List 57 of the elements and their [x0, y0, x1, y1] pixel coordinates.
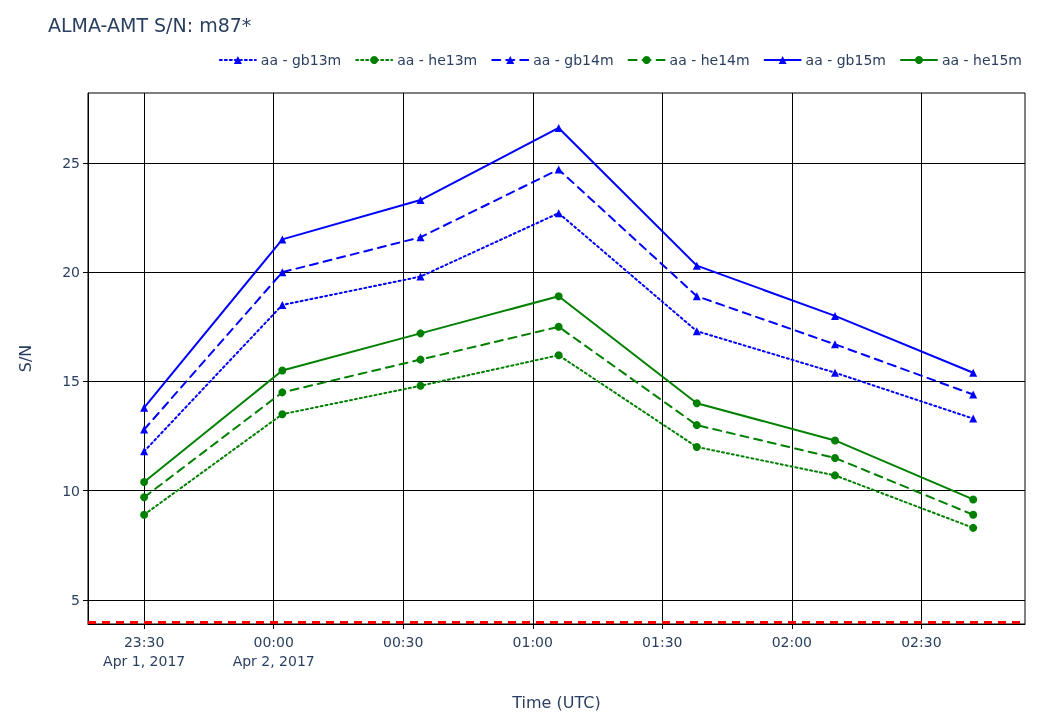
point [416, 355, 425, 364]
point [140, 425, 149, 434]
y-tick-label: 5 [71, 591, 80, 608]
legend-label: aa - gb13m [260, 52, 342, 68]
point [554, 322, 563, 331]
point [692, 261, 701, 270]
point [278, 366, 287, 375]
point [140, 493, 149, 502]
point [416, 329, 425, 338]
point [554, 123, 563, 132]
y-tick-label: 20 [62, 264, 80, 281]
x-tick-label: 00:00 Apr 2, 2017 [232, 633, 315, 669]
x-tick-label: 01:00 [512, 633, 553, 650]
legend-label: aa - he14m [669, 52, 750, 68]
legend-label: aa - gb14m [533, 52, 614, 68]
point [278, 300, 287, 309]
y-tick-label: 25 [62, 154, 80, 171]
x-tick-label: 02:00 [771, 633, 813, 650]
point [692, 443, 701, 451]
x-tick-label: 01:30 [642, 633, 683, 650]
x-tick-label: 00:30 [383, 633, 424, 650]
y-tick-label: 10 [62, 482, 80, 499]
point [831, 368, 840, 377]
point [692, 421, 701, 430]
y-axis-title: S/N [15, 344, 35, 373]
legend-label: aa - gb15m [805, 52, 886, 68]
x-tick-label: 23:30 Apr 1, 2017 [103, 633, 186, 669]
point [416, 233, 425, 242]
point [140, 510, 149, 519]
point [969, 495, 978, 504]
point [831, 340, 840, 349]
point [969, 390, 978, 399]
point [831, 436, 840, 445]
x-axis-title: Time (UTC) [511, 692, 601, 712]
point [140, 403, 149, 412]
point [278, 388, 287, 397]
point [831, 453, 840, 462]
x-tick-label: 02:30 [901, 633, 942, 650]
point [554, 351, 563, 360]
point [831, 311, 840, 320]
chart-title: ALMA-AMT S/N: m87* [48, 13, 252, 36]
point [969, 414, 978, 423]
y-tick-label: 15 [62, 373, 80, 390]
point [554, 292, 563, 301]
point [969, 523, 978, 532]
point [140, 477, 149, 486]
legend-label: aa - he13m [397, 52, 478, 68]
point [278, 410, 287, 419]
point [969, 368, 978, 377]
point [416, 196, 425, 205]
point [969, 510, 978, 519]
point [416, 381, 425, 390]
legend-label: aa - he15m [941, 52, 1023, 68]
point [692, 399, 701, 408]
point [416, 272, 425, 281]
point [554, 209, 563, 218]
point [831, 471, 840, 480]
